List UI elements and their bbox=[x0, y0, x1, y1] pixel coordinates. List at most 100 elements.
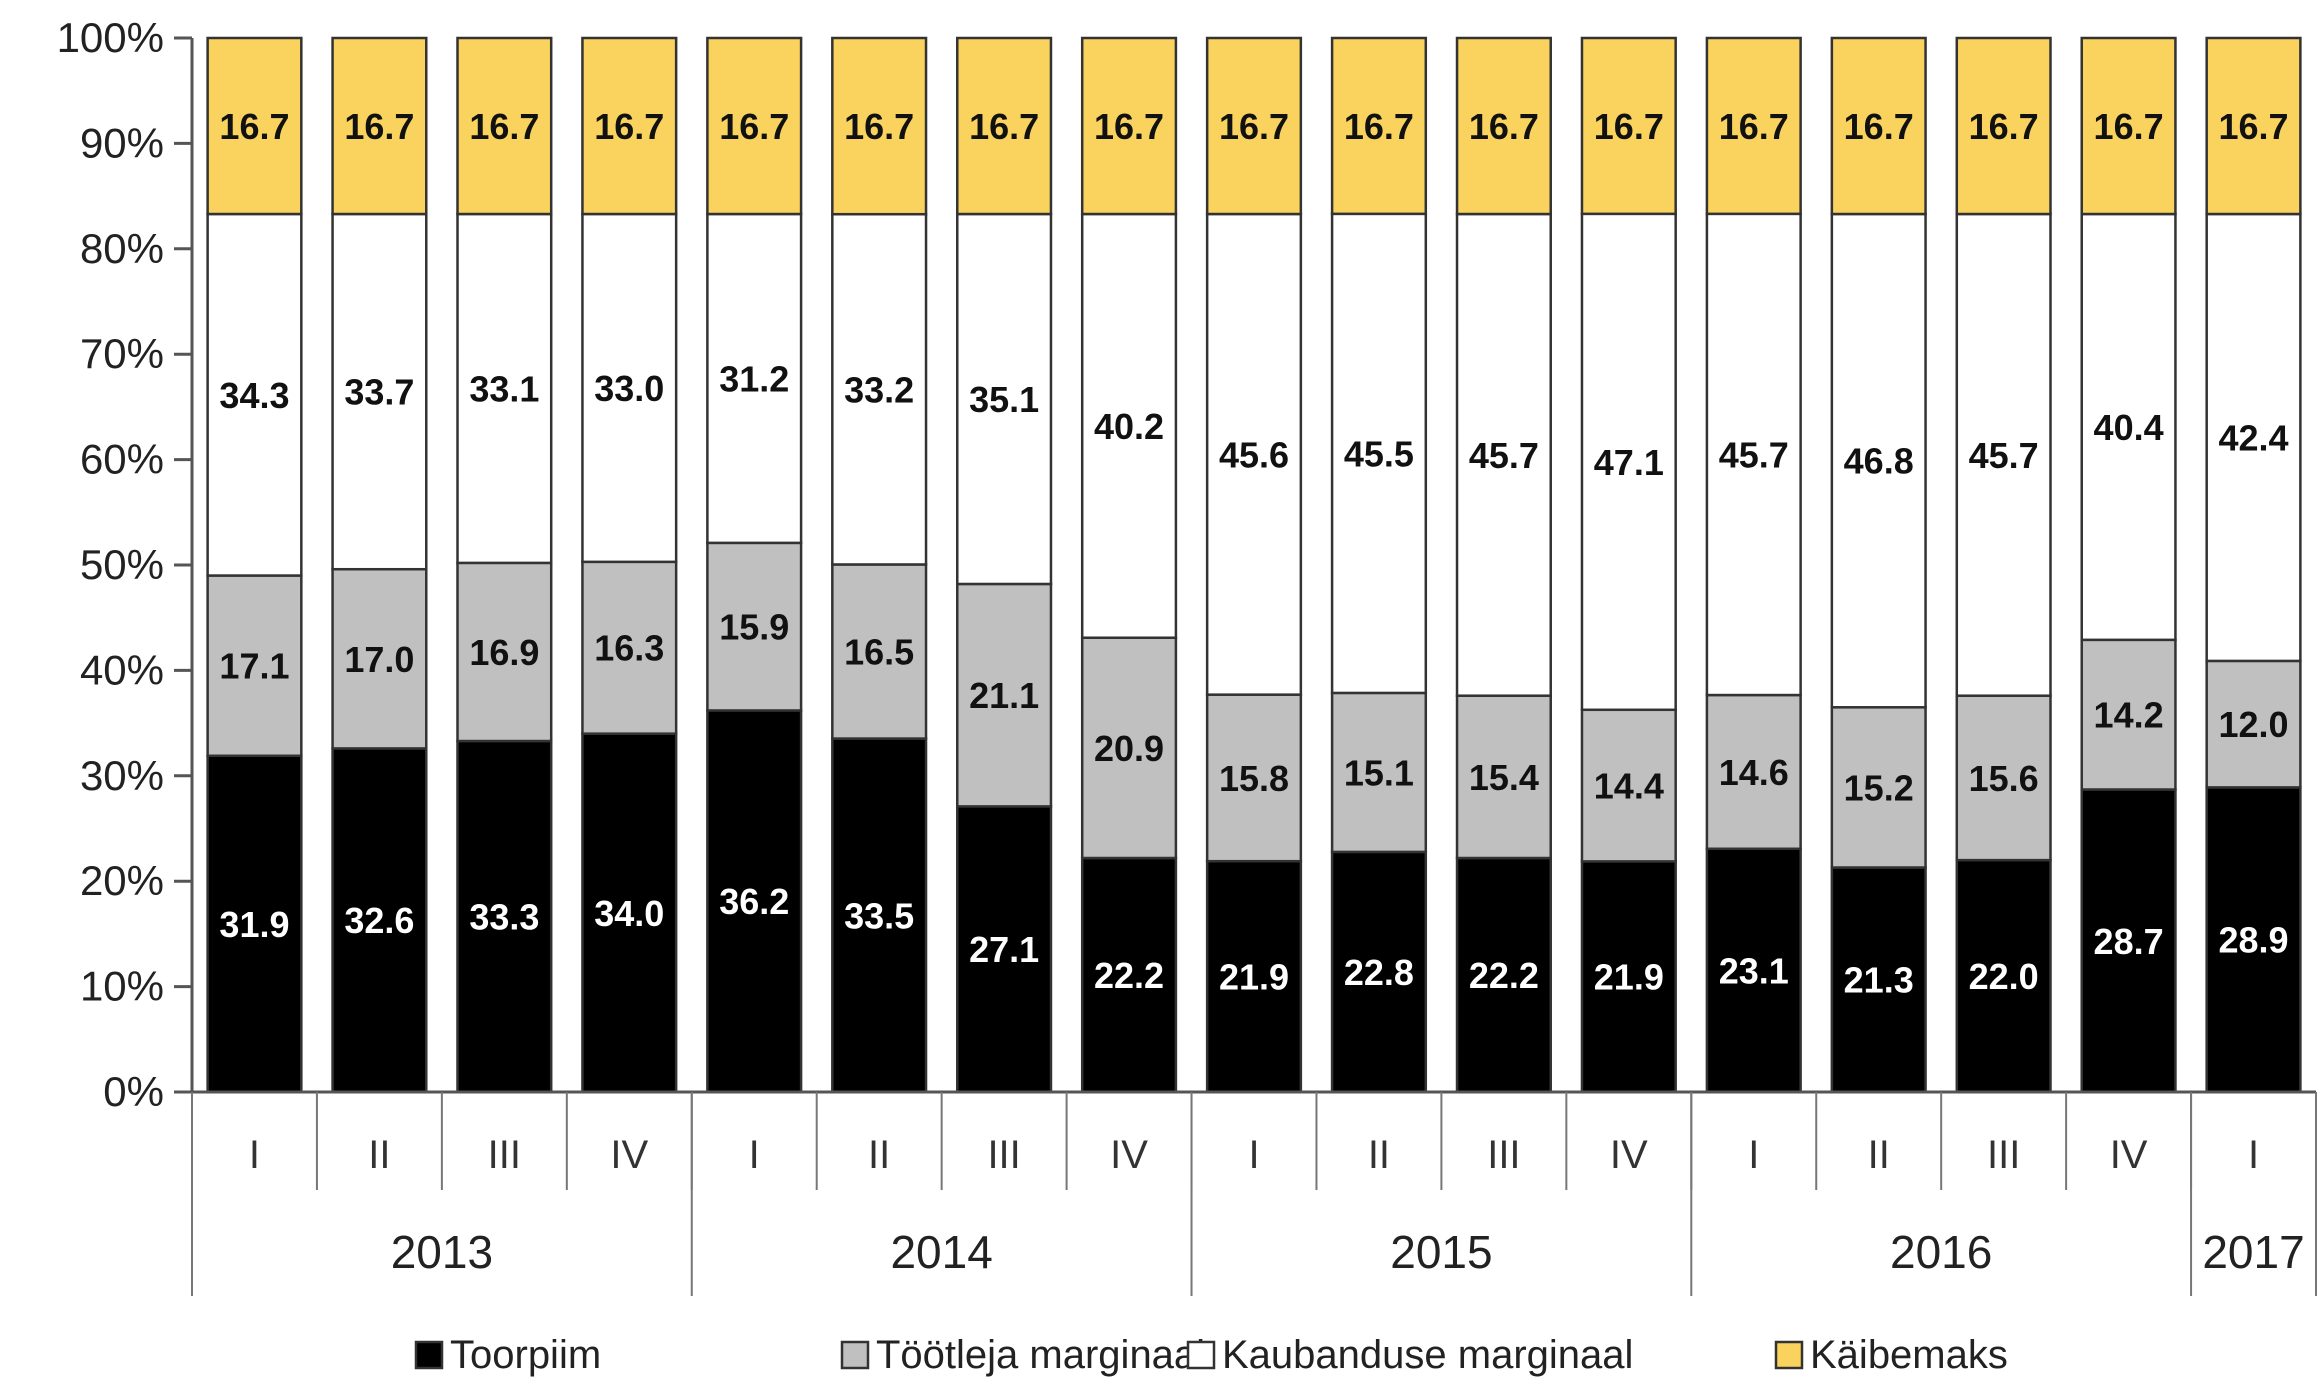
value-label: 22.2 bbox=[1469, 955, 1539, 996]
value-label: 16.7 bbox=[344, 106, 414, 147]
quarter-label: II bbox=[1368, 1133, 1390, 1177]
bar-segment-3 bbox=[2205, 212, 2302, 663]
value-label: 17.1 bbox=[219, 646, 289, 687]
legend-swatch bbox=[840, 1340, 870, 1370]
bar-segment-1 bbox=[1830, 866, 1927, 1094]
value-label: 45.7 bbox=[1719, 434, 1789, 475]
value-label: 16.7 bbox=[1219, 106, 1289, 147]
value-label: 16.7 bbox=[1094, 106, 1164, 147]
value-label: 45.6 bbox=[1219, 434, 1289, 475]
value-label: 45.5 bbox=[1344, 433, 1414, 474]
legend-label: Käibemaks bbox=[1810, 1333, 2008, 1377]
year-label: 2013 bbox=[391, 1226, 493, 1278]
value-label: 31.2 bbox=[719, 358, 789, 399]
value-label: 16.3 bbox=[594, 628, 664, 669]
quarter-label: III bbox=[1487, 1133, 1520, 1177]
value-label: 12.0 bbox=[2218, 704, 2288, 745]
quarter-label: II bbox=[1868, 1133, 1890, 1177]
value-label: 21.9 bbox=[1594, 957, 1664, 998]
value-label: 16.7 bbox=[219, 106, 289, 147]
bar-segment-4 bbox=[706, 36, 803, 216]
bar-segment-3 bbox=[456, 212, 553, 565]
bar-segment-4 bbox=[456, 36, 553, 216]
bar-segment-4 bbox=[831, 36, 928, 216]
value-label: 16.7 bbox=[969, 106, 1039, 147]
legend: Toorpiim Töötleja marginaal Kaubanduse mar… bbox=[414, 1333, 2008, 1377]
value-label: 33.5 bbox=[844, 895, 914, 936]
bar-segment-3 bbox=[331, 212, 428, 571]
quarter-label: I bbox=[749, 1133, 760, 1177]
bar-segment-2 bbox=[1455, 694, 1552, 860]
bar-segment-4 bbox=[1455, 36, 1552, 216]
bar-segment-2 bbox=[581, 560, 678, 735]
year-label: 2015 bbox=[1390, 1226, 1492, 1278]
value-label: 16.7 bbox=[2218, 106, 2288, 147]
value-label: 16.7 bbox=[1469, 106, 1539, 147]
value-label: 15.2 bbox=[1844, 767, 1914, 808]
quarter-label: IV bbox=[610, 1133, 648, 1177]
legend-label: Töötleja marginaal bbox=[876, 1333, 1205, 1377]
value-label: 22.8 bbox=[1344, 952, 1414, 993]
value-label: 16.7 bbox=[1344, 106, 1414, 147]
value-label: 16.7 bbox=[1594, 106, 1664, 147]
bar-segment-1 bbox=[1580, 860, 1677, 1094]
value-label: 16.7 bbox=[1844, 106, 1914, 147]
bar-segment-1 bbox=[1205, 859, 1303, 1094]
value-label: 28.7 bbox=[2094, 921, 2164, 962]
bar-segment-4 bbox=[1830, 36, 1927, 216]
value-label: 16.9 bbox=[469, 632, 539, 673]
value-label: 16.7 bbox=[1719, 106, 1789, 147]
value-label: 14.2 bbox=[2094, 695, 2164, 736]
value-label: 40.4 bbox=[2094, 407, 2164, 448]
y-tick-label: 50% bbox=[80, 541, 164, 588]
quarter-label: II bbox=[868, 1133, 890, 1177]
year-label: 2016 bbox=[1890, 1226, 1992, 1278]
quarter-label: I bbox=[2248, 1133, 2259, 1177]
value-label: 40.2 bbox=[1094, 406, 1164, 447]
bar-segment-4 bbox=[956, 36, 1053, 216]
y-tick-label: 20% bbox=[80, 857, 164, 904]
bar-segment-2 bbox=[2080, 638, 2177, 791]
quarter-label: III bbox=[987, 1133, 1020, 1177]
value-label: 36.2 bbox=[719, 881, 789, 922]
bar-segment-2 bbox=[1580, 708, 1677, 863]
value-label: 16.7 bbox=[594, 106, 664, 147]
y-tick-label: 30% bbox=[80, 752, 164, 799]
bar-segment-1 bbox=[2205, 786, 2302, 1094]
bar-segment-2 bbox=[1705, 693, 1802, 851]
y-tick-label: 60% bbox=[80, 436, 164, 483]
value-label: 45.7 bbox=[1469, 435, 1539, 476]
quarter-label: I bbox=[249, 1133, 260, 1177]
bar-segment-2 bbox=[1830, 706, 1927, 869]
bar-segment-4 bbox=[1955, 36, 2052, 216]
value-label: 42.4 bbox=[2218, 417, 2288, 458]
value-label: 47.1 bbox=[1594, 442, 1664, 483]
value-label: 28.9 bbox=[2218, 920, 2288, 961]
value-label: 14.4 bbox=[1594, 766, 1664, 807]
quarter-label: IV bbox=[1610, 1133, 1648, 1177]
bars bbox=[206, 36, 2302, 1094]
value-label: 16.7 bbox=[1969, 106, 2039, 147]
legend-label: Toorpiim bbox=[450, 1333, 601, 1377]
bar-segment-1 bbox=[206, 754, 303, 1094]
bar-segment-3 bbox=[2080, 212, 2177, 642]
value-label: 35.1 bbox=[969, 379, 1039, 420]
bar-segment-4 bbox=[581, 36, 678, 216]
bar-segment-4 bbox=[331, 36, 428, 216]
value-label: 45.7 bbox=[1969, 435, 2039, 476]
value-label: 34.0 bbox=[594, 893, 664, 934]
bar-segment-4 bbox=[206, 36, 303, 216]
bar-segment-2 bbox=[1205, 693, 1303, 863]
value-label: 46.8 bbox=[1844, 441, 1914, 482]
bar-segment-3 bbox=[706, 212, 803, 545]
bar-segment-2 bbox=[1080, 636, 1178, 860]
value-label: 22.0 bbox=[1969, 956, 2039, 997]
value-label: 16.7 bbox=[844, 106, 914, 147]
value-label: 33.0 bbox=[594, 368, 664, 409]
value-label: 21.1 bbox=[969, 675, 1039, 716]
value-label: 16.7 bbox=[2094, 106, 2164, 147]
quarter-label: IV bbox=[2110, 1133, 2148, 1177]
year-label: 2017 bbox=[2202, 1226, 2304, 1278]
